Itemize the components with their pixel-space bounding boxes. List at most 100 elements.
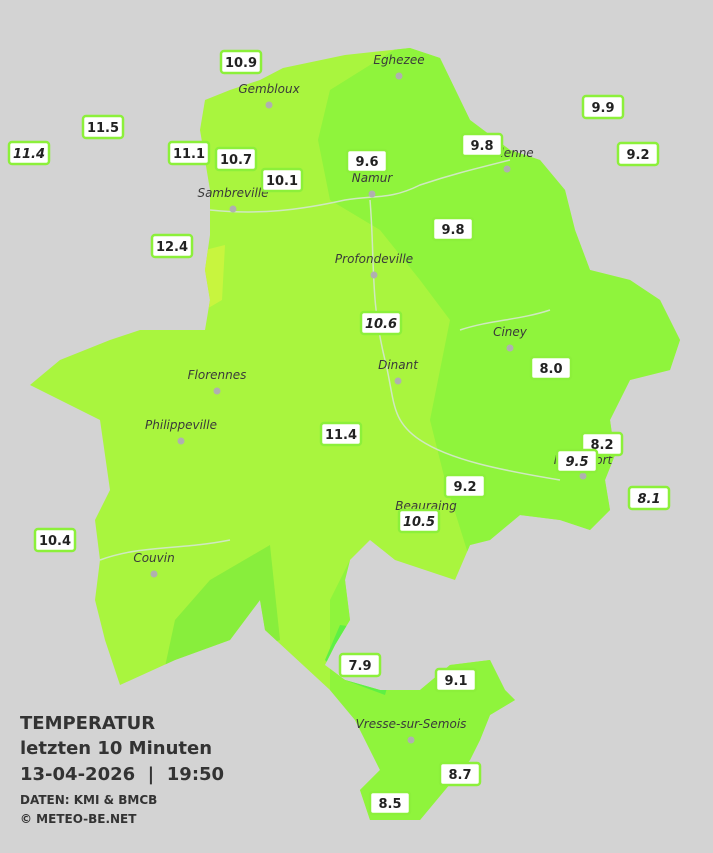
station-value: 9.9 (591, 101, 614, 116)
station-box (555, 448, 599, 474)
legend-credit: © METEO-BE.NET (20, 812, 137, 826)
station: 10.5 (397, 508, 441, 534)
station: 10.4 (33, 527, 77, 553)
station: 9.9 (581, 94, 625, 120)
city-label: Couvin (133, 551, 174, 565)
station-box (443, 473, 487, 499)
city-dot (229, 205, 237, 213)
station-box (581, 94, 625, 120)
station: 9.6 (345, 148, 389, 174)
station-box (368, 790, 412, 816)
city-dot (394, 377, 402, 385)
station: 9.1 (434, 667, 478, 693)
station-layer: 10.9 11.5 11.4 11.1 10.7 10.1 9.6 9.8 9.9 9.2 9.8 1… (7, 49, 671, 816)
legend-subtitle: letzten 10 Minuten (20, 738, 212, 759)
city-dot (506, 344, 514, 352)
station-box (627, 485, 671, 511)
station: 9.8 (460, 132, 504, 158)
station-value: 8.0 (539, 362, 562, 377)
station-box (460, 132, 504, 158)
station: 11.4 (319, 421, 363, 447)
station: 9.2 (443, 473, 487, 499)
station: 11.4 (7, 140, 51, 166)
legend-title: TEMPERATUR (20, 713, 155, 734)
city-label: Philippeville (145, 418, 217, 432)
station-value: 11.1 (173, 147, 205, 162)
station-value: 10.4 (39, 534, 71, 549)
city-dot (407, 736, 415, 744)
station: 10.7 (214, 146, 258, 172)
station-box (219, 49, 263, 75)
station-box (214, 146, 258, 172)
city-label: Profondeville (335, 252, 413, 266)
station-box (345, 148, 389, 174)
station: 11.5 (81, 114, 125, 140)
station-box (529, 355, 573, 381)
station-value: 10.9 (225, 56, 257, 71)
city-dot (370, 271, 378, 279)
station-value: 9.8 (441, 223, 464, 238)
station-value: 8.7 (448, 768, 471, 783)
station-value: 12.4 (156, 240, 188, 255)
city-dot (177, 437, 185, 445)
rivers (99, 159, 561, 561)
station-box (7, 140, 51, 166)
station-value: 10.1 (266, 174, 298, 189)
city-dot (150, 570, 158, 578)
station: 8.0 (529, 355, 573, 381)
city-dot (265, 101, 273, 109)
station-box (167, 140, 211, 166)
station-box (150, 233, 194, 259)
station-value: 11.4 (13, 147, 45, 162)
station-box (260, 167, 304, 193)
station-value: 7.9 (348, 659, 371, 674)
city-label: Ciney (493, 325, 528, 339)
station-box (616, 141, 660, 167)
city-label: Vresse-sur-Semois (356, 717, 467, 731)
city-label: Gembloux (238, 82, 300, 96)
station-box (438, 761, 482, 787)
station-value: 8.1 (637, 492, 660, 507)
station: 10.1 (260, 167, 304, 193)
station-value: 9.5 (565, 455, 588, 470)
station-value: 9.6 (355, 155, 378, 170)
city-dot (395, 72, 403, 80)
station-box (338, 652, 382, 678)
station: 9.8 (431, 216, 475, 242)
station: 10.6 (359, 310, 403, 336)
station-box (431, 216, 475, 242)
station-value: 9.1 (444, 674, 467, 689)
station-value: 10.5 (403, 515, 435, 530)
city-label: Florennes (188, 368, 247, 382)
city-dot (503, 165, 511, 173)
city-dot (213, 387, 221, 395)
station-value: 10.7 (220, 153, 252, 168)
station-box (81, 114, 125, 140)
city-label: Sambreville (197, 186, 268, 200)
station: 9.5 (555, 448, 599, 474)
station-box (33, 527, 77, 553)
station-box (359, 310, 403, 336)
city-label: Namur (352, 171, 394, 185)
station-value: 9.2 (626, 148, 649, 163)
station-box (397, 508, 441, 534)
station-value: 11.4 (325, 428, 357, 443)
station: 8.7 (438, 761, 482, 787)
station-value: 8.2 (590, 438, 613, 453)
station-box (319, 421, 363, 447)
station: 10.9 (219, 49, 263, 75)
station: 8.1 (627, 485, 671, 511)
city-dot (368, 190, 376, 198)
station-value: 9.2 (453, 480, 476, 495)
station-box (434, 667, 478, 693)
city-label: Eghezee (373, 53, 424, 67)
station: 12.4 (150, 233, 194, 259)
station: 8.5 (368, 790, 412, 816)
city-label: Dinant (378, 358, 419, 372)
station-value: 8.5 (378, 797, 401, 812)
station-value: 9.8 (470, 139, 493, 154)
city-dot (579, 472, 587, 480)
station: 9.2 (616, 141, 660, 167)
station-value: 10.6 (365, 317, 397, 332)
